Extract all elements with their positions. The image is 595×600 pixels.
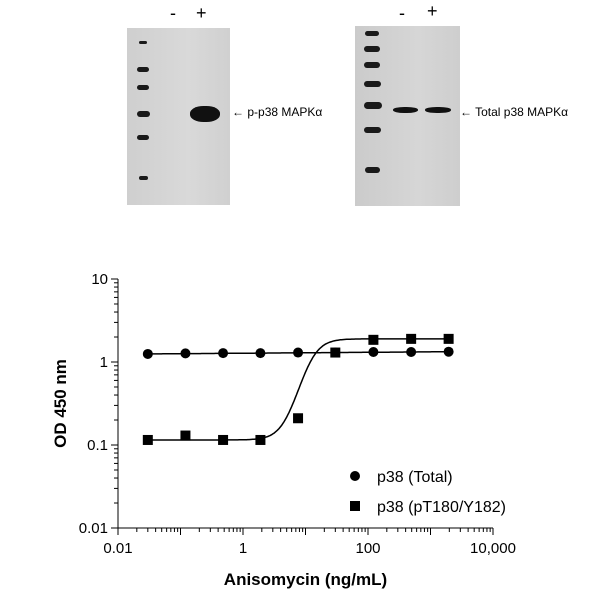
data-point-phospho [180, 430, 191, 441]
y-axis-label: OD 450 nm [51, 359, 70, 448]
right-western-blot [355, 26, 460, 206]
right-blot-lane-minus-label: - [399, 3, 405, 23]
y-tick-label: 0.1 [87, 437, 108, 454]
chart-plot-area: 10 1 0.1 0.01 0.01 1 100 10,000 Anisomycin (ng/m… [51, 271, 516, 589]
data-point-total [406, 346, 417, 357]
x-tick-label: 100 [355, 540, 380, 557]
data-point-phospho [406, 333, 417, 344]
ladder-band [364, 62, 380, 68]
data-point-phospho [368, 334, 379, 345]
p-p38-band [190, 106, 220, 122]
x-tick-label: 0.01 [103, 540, 132, 557]
ladder-band [365, 167, 380, 173]
x-tick-label: 10,000 [470, 540, 516, 557]
ladder-band [139, 176, 148, 180]
left-blot-lane-minus-label: - [170, 3, 176, 23]
x-axis-label: Anisomycin (ng/mL) [224, 570, 387, 589]
ladder-band [364, 102, 382, 109]
ladder-band [139, 41, 147, 44]
ladder-band [137, 111, 150, 117]
total-p38-band-plus [425, 107, 451, 113]
legend-label-phospho: p38 (pT180/Y182) [377, 499, 506, 516]
data-point-phospho [330, 347, 341, 358]
data-point-total [293, 347, 304, 358]
left-western-blot [127, 28, 230, 205]
ladder-band [137, 85, 149, 90]
data-point-total [443, 346, 454, 357]
legend-marker-total [350, 471, 360, 481]
y-tick-label: 10 [91, 271, 108, 288]
right-blot-lane-plus-label: + [427, 1, 438, 21]
data-point-phospho [142, 434, 153, 445]
data-point-phospho [218, 434, 229, 445]
data-point-total [255, 348, 266, 359]
data-point-phospho [255, 434, 266, 445]
ladder-band [364, 127, 381, 133]
data-point-total [180, 348, 191, 359]
legend-marker-phospho [350, 501, 360, 511]
left-blot-lane-plus-label: + [196, 3, 207, 23]
data-point-total [218, 348, 229, 359]
ladder-band [364, 81, 381, 87]
y-tick-label: 0.01 [79, 520, 108, 537]
ladder-band [137, 67, 149, 72]
data-point-phospho [293, 413, 304, 424]
left-blot-band-label: ← p-p38 MAPKα [232, 105, 323, 119]
total-p38-band-minus [393, 107, 418, 113]
y-tick-label: 1 [100, 354, 108, 371]
ladder-band [137, 135, 149, 140]
fit-curve-phospho [147, 338, 448, 441]
x-tick-label: 1 [239, 540, 247, 557]
ladder-band [365, 31, 379, 36]
legend-label-total: p38 (Total) [377, 469, 453, 486]
data-point-total [368, 346, 379, 357]
data-point-total [142, 348, 153, 359]
right-blot-band-label: ← Total p38 MAPKα [460, 105, 569, 119]
ladder-band [364, 46, 380, 52]
data-point-phospho [443, 333, 454, 344]
